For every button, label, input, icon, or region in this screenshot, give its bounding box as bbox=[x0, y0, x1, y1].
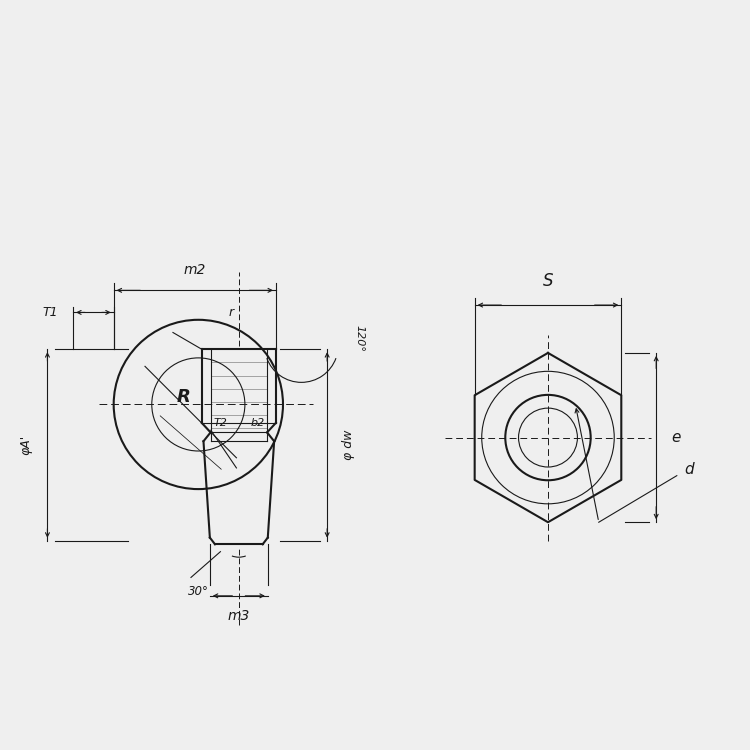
Text: d: d bbox=[684, 462, 694, 477]
Text: b2: b2 bbox=[250, 418, 264, 428]
Text: e: e bbox=[671, 430, 680, 445]
Text: m3: m3 bbox=[228, 609, 250, 623]
Text: S: S bbox=[543, 272, 554, 290]
Text: R: R bbox=[177, 388, 190, 406]
Text: r: r bbox=[229, 306, 234, 319]
Text: m2: m2 bbox=[184, 263, 206, 277]
Text: T1: T1 bbox=[43, 306, 58, 319]
Text: T2: T2 bbox=[214, 418, 227, 428]
Text: φ dw: φ dw bbox=[342, 430, 355, 460]
Text: φA': φA' bbox=[20, 435, 33, 455]
Text: 30°: 30° bbox=[188, 585, 209, 598]
Text: 120°: 120° bbox=[355, 325, 364, 352]
